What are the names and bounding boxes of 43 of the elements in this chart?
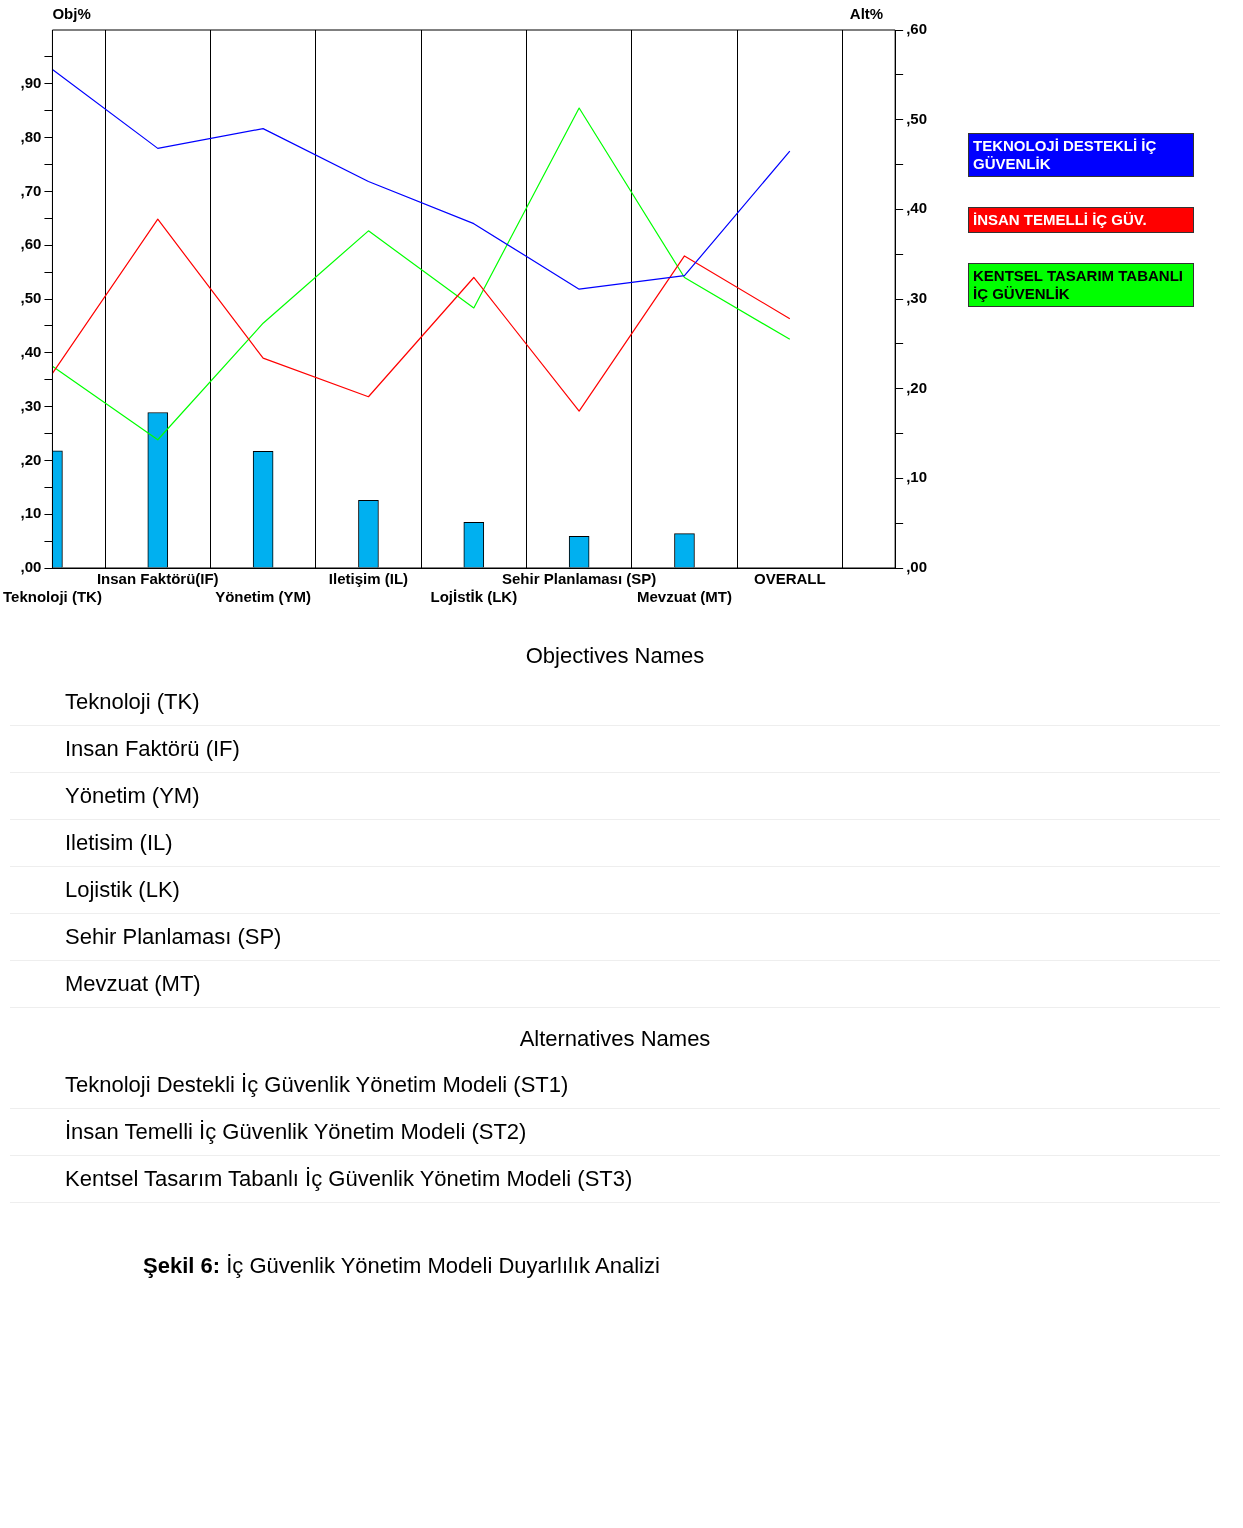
x-tick-label: Insan Faktörü(IF) (96, 570, 219, 588)
text: Mevzuat (MT) (10, 961, 1220, 1008)
y2-tick-label: ,30 (906, 289, 928, 307)
text: Insan Faktörü (IF) (10, 726, 1220, 773)
text: Objectives Names (524, 642, 706, 670)
y2-tick-label: ,10 (906, 468, 928, 486)
y-tick-label: ,30 (20, 396, 42, 414)
text: TEKNOLOJİ DESTEKLİ İÇ GÜVENLİK (968, 133, 1194, 177)
y-tick-label: ,60 (20, 235, 42, 253)
x-tick-label: OVERALL (753, 570, 826, 588)
text: Kentsel Tasarım Tabanlı İç Güvenlik Yönetim Modeli (ST3) (10, 1156, 1220, 1203)
x-tick-label: Sehir Planlaması (SP) (502, 570, 657, 588)
y2-tick-label: ,50 (906, 109, 928, 127)
y-tick-label: ,50 (20, 289, 42, 307)
y-tick-label: ,80 (20, 127, 42, 145)
y-tick-label: ,90 (20, 73, 42, 91)
text: Teknoloji (TK) (10, 679, 1220, 726)
text: KENTSEL TASARIM TABANLI İÇ GÜVENLİK (968, 263, 1194, 307)
text: Lojistik (LK) (10, 867, 1220, 914)
text: Yönetim (YM) (10, 773, 1220, 820)
y-tick-label: ,70 (20, 181, 42, 199)
text: İnsan Temelli İç Güvenlik Yönetim Modeli (ST2) (10, 1109, 1220, 1156)
text: İNSAN TEMELLİ İÇ GÜV. (968, 207, 1194, 233)
text: Iletisim (IL) (10, 820, 1220, 867)
y2-axis-title: Alt% (849, 4, 884, 22)
text: Alternatives Names (518, 1025, 712, 1053)
y2-tick-label: ,40 (906, 199, 928, 217)
y-axis-title: Obj% (52, 4, 91, 22)
y-tick-label: ,00 (20, 558, 42, 576)
y-tick-label: ,10 (20, 504, 42, 522)
text: Sehir Planlaması (SP) (10, 914, 1220, 961)
y2-tick-label: ,20 (906, 378, 928, 396)
x-tick-label: Yönetim (YM) (215, 588, 312, 606)
x-tick-label: Teknoloji (TK) (2, 588, 102, 606)
text: Teknoloji Destekli İç Güvenlik Yönetim Modeli (ST1) (10, 1062, 1220, 1109)
x-tick-label: Iletişim (IL) (328, 570, 409, 588)
text: Şekil 6: İç Güvenlik Yönetim Modeli Duyarlılık Analizi (143, 1253, 661, 1279)
x-tick-label: Lojİstİk (LK) (430, 588, 518, 606)
y-tick-label: ,20 (20, 450, 42, 468)
y2-tick-label: ,60 (906, 20, 928, 38)
y-tick-label: ,40 (20, 342, 42, 360)
y2-tick-label: ,00 (906, 558, 928, 576)
x-tick-label: Mevzuat (MT) (636, 588, 732, 606)
